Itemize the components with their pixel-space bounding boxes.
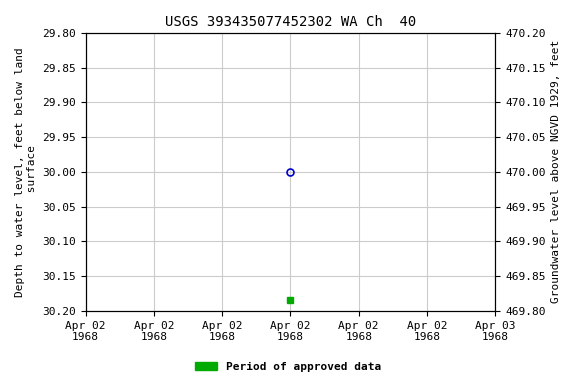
Title: USGS 393435077452302 WA Ch  40: USGS 393435077452302 WA Ch 40 xyxy=(165,15,416,29)
Legend: Period of approved data: Period of approved data xyxy=(191,358,385,377)
Y-axis label: Groundwater level above NGVD 1929, feet: Groundwater level above NGVD 1929, feet xyxy=(551,40,561,303)
Y-axis label: Depth to water level, feet below land
 surface: Depth to water level, feet below land su… xyxy=(15,47,37,297)
